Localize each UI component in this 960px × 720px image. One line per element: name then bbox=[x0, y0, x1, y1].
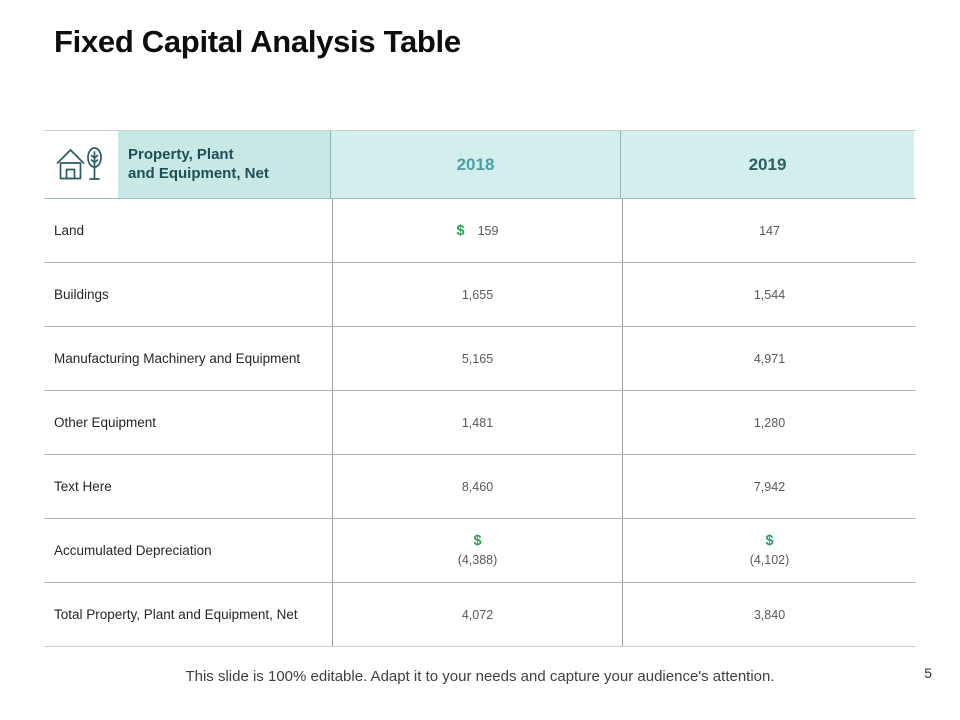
row-label: Total Property, Plant and Equipment, Net bbox=[44, 583, 333, 646]
cell-2019: 1,280 bbox=[753, 415, 786, 430]
header-icon-cell bbox=[44, 131, 118, 198]
table-row-accumulated-depreciation: Accumulated Depreciation $ (4,388) $ (4,… bbox=[44, 519, 916, 583]
header-label-line1: Property, Plant bbox=[128, 145, 234, 163]
fixed-capital-table: Property, Plant and Equipment, Net 2018 … bbox=[44, 130, 916, 647]
header-label-cell: Property, Plant and Equipment, Net bbox=[118, 131, 331, 198]
table-header-row: Property, Plant and Equipment, Net 2018 … bbox=[44, 131, 916, 199]
cell-2019: 1,544 bbox=[753, 287, 786, 302]
cell-2019: 4,971 bbox=[753, 351, 786, 366]
row-label: Manufacturing Machinery and Equipment bbox=[44, 327, 333, 390]
cell-2018: $ (4,388) bbox=[333, 519, 623, 582]
row-label: Text Here bbox=[44, 455, 333, 518]
page-title: Fixed Capital Analysis Table bbox=[54, 24, 461, 59]
cell-value: (4,102) bbox=[749, 552, 790, 567]
table-row-land: Land $ 159 147 bbox=[44, 199, 916, 263]
cell-2018: 1,655 bbox=[333, 263, 623, 326]
footer-note: This slide is 100% editable. Adapt it to… bbox=[185, 668, 775, 685]
row-label: Other Equipment bbox=[44, 391, 333, 454]
row-label: Accumulated Depreciation bbox=[44, 519, 333, 582]
dollar-sign: $ bbox=[473, 533, 482, 550]
table-row-other-equipment: Other Equipment 1,481 1,280 bbox=[44, 391, 916, 455]
page-number: 5 bbox=[924, 665, 932, 681]
cell-2018: $ 159 bbox=[333, 199, 623, 262]
cell-value: (4,388) bbox=[457, 552, 498, 567]
row-label: Land bbox=[44, 199, 333, 262]
cell-2019: 3,840 bbox=[753, 607, 786, 622]
cell-2018: 5,165 bbox=[333, 327, 623, 390]
table-row-text-here: Text Here 8,460 7,942 bbox=[44, 455, 916, 519]
cell-2018: 4,072 bbox=[333, 583, 623, 646]
cell-2019: $ (4,102) bbox=[623, 519, 916, 582]
row-label: Buildings bbox=[44, 263, 333, 326]
cell-2018: 8,460 bbox=[333, 455, 623, 518]
cell-2019: 7,942 bbox=[753, 479, 786, 494]
cell-2019: 147 bbox=[759, 223, 780, 238]
header-col-2019: 2019 bbox=[621, 131, 914, 198]
cell-2018: 1,481 bbox=[333, 391, 623, 454]
table-row-total: Total Property, Plant and Equipment, Net… bbox=[44, 583, 916, 647]
dollar-sign: $ bbox=[456, 222, 465, 239]
cell-value: 159 bbox=[477, 223, 499, 238]
house-tree-icon bbox=[56, 146, 102, 180]
dollar-sign: $ bbox=[765, 533, 774, 550]
header-label-line2: and Equipment, Net bbox=[128, 164, 269, 182]
table-row-buildings: Buildings 1,655 1,544 bbox=[44, 263, 916, 327]
table-row-machinery: Manufacturing Machinery and Equipment 5,… bbox=[44, 327, 916, 391]
header-col-2018: 2018 bbox=[331, 131, 621, 198]
